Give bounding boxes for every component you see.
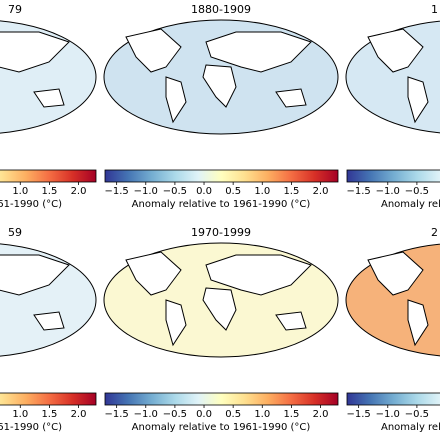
colorbar-tick-label: −1.0	[134, 186, 158, 197]
colorbar-tick-label: −0.5	[163, 409, 187, 420]
continent	[205, 254, 312, 296]
colorbar-tick-label: 2.0	[71, 409, 87, 420]
map-title: 1880-1909	[191, 3, 251, 16]
colorbar	[104, 169, 339, 183]
continent	[202, 287, 237, 331]
colorbar	[0, 392, 97, 406]
continent	[407, 299, 429, 347]
colorbar-label: 961-1990 (°C)	[0, 422, 62, 433]
continent	[33, 88, 65, 108]
colorbar-tick-label: 1.5	[283, 186, 299, 197]
colorbar-label: Anomaly rela	[381, 199, 440, 210]
colorbar	[0, 169, 97, 183]
colorbar-tick-label: 0.0	[196, 409, 212, 420]
colorbar-tick-label: 1.0	[254, 186, 270, 197]
colorbar-tick-label: 1.5	[41, 186, 57, 197]
colorbar-label: Anomaly relative to 1961-1990 (°C)	[132, 422, 311, 433]
continent	[275, 311, 307, 331]
colorbar-label: Anomaly relative to 1961-1990 (°C)	[132, 199, 311, 210]
colorbar-tick-label: −0.5	[405, 409, 429, 420]
colorbar-label: 961-1990 (°C)	[0, 199, 62, 210]
map-title: 2	[431, 226, 438, 239]
map-title: 1	[431, 3, 438, 16]
colorbar	[104, 392, 339, 406]
colorbar-tick-label: −0.5	[405, 186, 429, 197]
continent	[0, 31, 70, 73]
colorbar-tick-label: 1.0	[12, 409, 28, 420]
colorbar-tick-label: 0.5	[225, 186, 241, 197]
colorbar-tick-label: −1.0	[134, 409, 158, 420]
map-title: 1970-1999	[191, 226, 251, 239]
continent	[125, 28, 182, 73]
continent	[367, 28, 424, 73]
continent	[407, 76, 429, 124]
colorbar	[346, 169, 440, 183]
map-title: 79	[8, 3, 22, 16]
colorbar-tick-label: 2.0	[71, 186, 87, 197]
continent	[367, 251, 424, 296]
colorbar-tick-label: −1.0	[376, 409, 400, 420]
colorbar-tick-label: 2.0	[313, 186, 329, 197]
continent	[165, 299, 187, 347]
colorbar-tick-label: 0.0	[196, 186, 212, 197]
colorbar-tick-label: −1.5	[347, 409, 371, 420]
colorbar-label: Anomaly rela	[381, 422, 440, 433]
continent	[275, 88, 307, 108]
colorbar-tick-label: 1.5	[283, 409, 299, 420]
continent	[202, 64, 237, 108]
colorbar-tick-label: 2.0	[313, 409, 329, 420]
continent	[33, 311, 65, 331]
continent	[125, 251, 182, 296]
colorbar-tick-label: 1.5	[41, 409, 57, 420]
colorbar-tick-label: −1.5	[347, 186, 371, 197]
map-title: 59	[8, 226, 22, 239]
colorbar-tick-label: 0.5	[225, 409, 241, 420]
colorbar	[346, 392, 440, 406]
continent	[0, 254, 70, 296]
colorbar-tick-label: 1.0	[254, 409, 270, 420]
colorbar-tick-label: −1.5	[105, 186, 129, 197]
colorbar-tick-label: −1.0	[376, 186, 400, 197]
colorbar-tick-label: 1.0	[12, 186, 28, 197]
continent	[205, 31, 312, 73]
colorbar-tick-label: −0.5	[163, 186, 187, 197]
continent	[165, 76, 187, 124]
colorbar-tick-label: −1.5	[105, 409, 129, 420]
